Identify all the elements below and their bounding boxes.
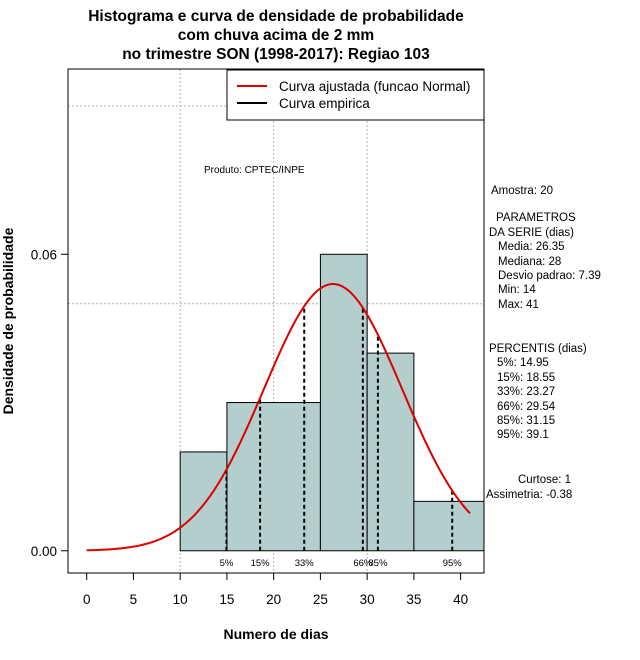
stat-skewness: Assimetria: -0.38 xyxy=(486,489,572,501)
percentile-lines: 5% 15% 33% 66%85% 95% xyxy=(220,306,463,569)
y-axis: 0.00 0.06 xyxy=(31,247,69,559)
x-tick-label: 0 xyxy=(83,592,91,607)
pct-5: 5%: 14.95 xyxy=(497,357,549,369)
histogram-bar xyxy=(226,402,321,552)
y-axis-title: Densidade de probabilidade xyxy=(0,227,16,414)
percentile-label: 85% xyxy=(368,558,388,569)
histogram-bars xyxy=(179,253,485,552)
pct-66: 66%: 29.54 xyxy=(497,401,556,413)
percentile-label: 66% xyxy=(353,558,373,569)
pct-33: 33%: 23.27 xyxy=(497,386,555,398)
x-tick-label: 35 xyxy=(406,592,421,607)
histogram-bar xyxy=(319,253,368,552)
x-tick-label: 25 xyxy=(313,592,328,607)
stat-kurtosis: Curtose: 1 xyxy=(518,474,571,486)
x-tick-label: 15 xyxy=(219,592,234,607)
x-tick-label: 20 xyxy=(266,592,281,607)
histogram-bar xyxy=(366,352,415,552)
params-title-1: PARAMETROS xyxy=(496,212,576,224)
y-tick-label: 0.06 xyxy=(31,247,57,262)
normal-curve-layer xyxy=(86,283,471,552)
statistics-panel: Amostra: 20 PARAMETROS DA SERIE (dias) M… xyxy=(486,185,601,501)
percentile-label: 95% xyxy=(443,558,463,569)
chart-title-line-2: com chuva acima de 2 mm xyxy=(178,27,374,44)
histogram-bar xyxy=(179,451,228,552)
legend-label-normal: Curva ajustada (funcao Normal) xyxy=(279,79,470,94)
normal-fit-curve xyxy=(86,283,471,552)
histogram-bar xyxy=(413,500,485,552)
x-tick-label: 30 xyxy=(360,592,375,607)
stat-max: Max: 41 xyxy=(498,299,539,311)
stat-mean: Media: 26.35 xyxy=(498,241,565,253)
percentile-label: 33% xyxy=(295,558,315,569)
sample-size: Amostra: 20 xyxy=(491,185,553,197)
percentile-label: 5% xyxy=(220,558,234,569)
x-axis: 0 5 10 15 20 25 30 35 40 xyxy=(83,572,468,607)
percentile-label: 15% xyxy=(251,558,271,569)
stat-min: Min: 14 xyxy=(498,284,536,296)
chart-title-line-1: Histograma e curva de densidade de proba… xyxy=(88,8,464,25)
pct-85: 85%: 31.15 xyxy=(497,415,555,427)
legend-label-empirical: Curva empirica xyxy=(279,96,370,111)
y-tick-label: 0.00 xyxy=(31,544,57,559)
x-tick-label: 5 xyxy=(130,592,138,607)
chart-title-line-3: no trimestre SON (1998-2017): Regiao 103 xyxy=(122,46,430,63)
legend-box xyxy=(226,69,485,121)
stat-median: Mediana: 28 xyxy=(498,256,561,268)
stat-sd: Desvio padrao: 7.39 xyxy=(498,270,601,282)
x-axis-title: Numero de dias xyxy=(223,626,328,642)
pct-15: 15%: 18.55 xyxy=(497,372,555,384)
pct-95: 95%: 39.1 xyxy=(497,429,549,441)
params-title-2: DA SERIE (dias) xyxy=(489,227,574,239)
x-tick-label: 10 xyxy=(173,592,188,607)
legend: Curva ajustada (funcao Normal) Curva emp… xyxy=(226,69,485,121)
percentiles-title: PERCENTIS (dias) xyxy=(489,343,587,355)
product-annotation: Produto: CPTEC/INPE xyxy=(204,165,305,176)
x-tick-label: 40 xyxy=(453,592,468,607)
